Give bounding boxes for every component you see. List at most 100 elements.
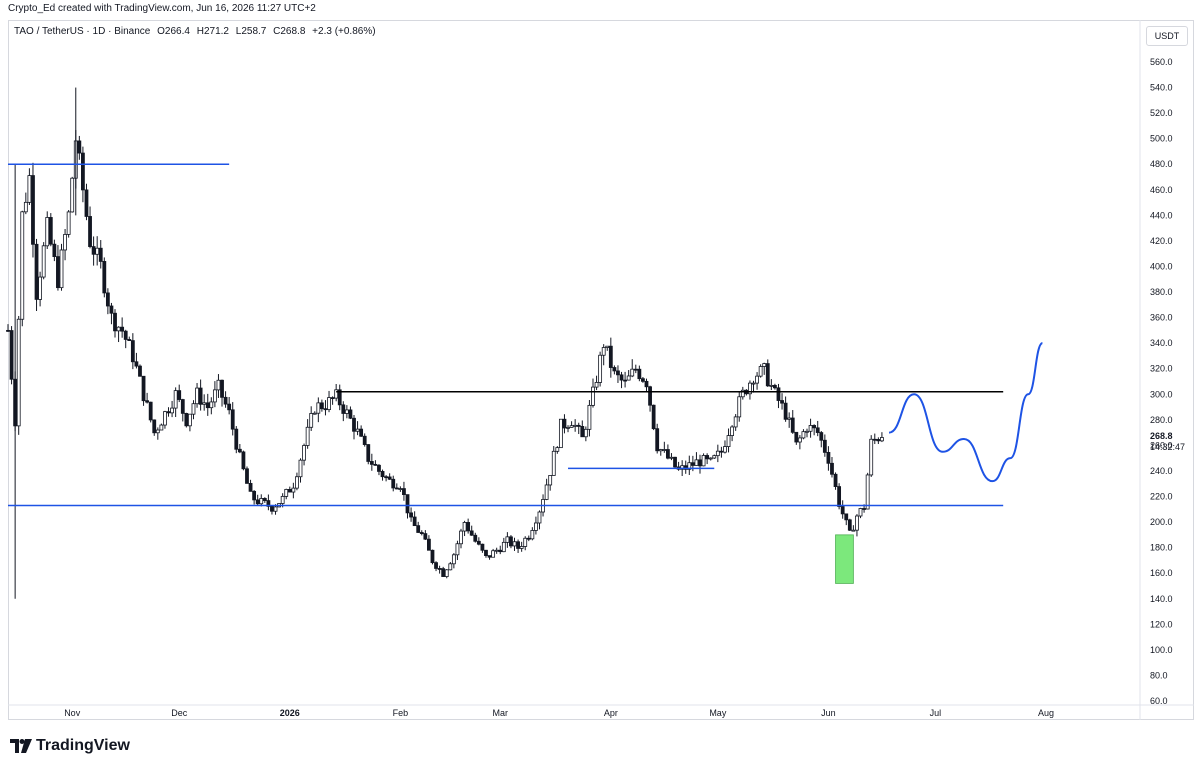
candle <box>270 505 274 515</box>
candle-body-down <box>391 478 396 489</box>
candle <box>665 444 670 460</box>
candle <box>687 455 692 475</box>
ohlc-change: +2.3 (+0.86%) <box>312 26 376 37</box>
candle-body-up <box>880 437 884 442</box>
tradingview-logo[interactable]: TradingView <box>10 737 130 755</box>
candle-body-down <box>719 450 724 453</box>
candle-body-up <box>273 506 278 512</box>
candle-body-down <box>580 426 585 438</box>
candle-body-up <box>116 326 121 332</box>
candle <box>808 418 813 438</box>
time-axis-tick: 2026 <box>280 708 300 718</box>
candle <box>730 425 735 442</box>
symbol-name[interactable]: TAO / TetherUS · 1D · Binance <box>14 26 151 37</box>
brand-name: TradingView <box>36 737 130 754</box>
candle <box>708 457 713 461</box>
candle-body-up <box>558 418 563 449</box>
candle <box>409 507 413 522</box>
price-axis-tick: 440.0 <box>1150 210 1173 220</box>
candle-body-down <box>31 175 35 245</box>
candle <box>451 553 456 569</box>
candle <box>373 460 378 466</box>
time-axis-tick: Mar <box>492 708 508 718</box>
candle <box>56 245 60 291</box>
candle-body-down <box>84 189 89 217</box>
candle-body-down <box>469 530 474 536</box>
price-countdown: 14:32:47 <box>1150 442 1185 452</box>
candlestick-chart[interactable]: 60.0 80.0 100.0 120.0 140.0 160.0 180.0 200.0 22… <box>0 0 1200 730</box>
candle <box>505 532 510 548</box>
candle-body-up <box>587 404 592 430</box>
candle <box>209 397 214 415</box>
candle-body-up <box>159 424 164 431</box>
projection-path[interactable] <box>888 342 1044 483</box>
candle <box>405 494 410 519</box>
candle-body-down <box>405 494 410 514</box>
candle-body-down <box>52 243 57 257</box>
candle <box>309 406 314 431</box>
candle-body-up <box>605 345 610 348</box>
candle-body-up <box>758 366 763 377</box>
candle-body-down <box>812 425 817 429</box>
candle-body-down <box>648 386 652 406</box>
candle-body-up <box>680 465 685 470</box>
candle <box>341 401 346 422</box>
candle-body-down <box>794 431 799 443</box>
highlight-box[interactable] <box>835 534 854 584</box>
candle <box>880 432 884 443</box>
candle-body-down <box>81 152 85 191</box>
candle <box>583 426 588 442</box>
candle-body-up <box>530 530 535 540</box>
candle <box>844 513 849 526</box>
candle <box>81 146 85 203</box>
ohlc-close: C268.8 <box>273 26 306 37</box>
price-axis-tick: 120.0 <box>1150 619 1173 629</box>
candle-body-down <box>148 401 153 421</box>
symbol-info-bar: TAO / TetherUS · 1D · Binance O266.4 H27… <box>14 26 380 37</box>
candle <box>576 422 581 435</box>
candle-body-up <box>630 368 635 377</box>
candle <box>723 440 727 454</box>
price-axis-tick: 260.0 <box>1150 440 1173 450</box>
candle-body-down <box>359 428 364 437</box>
candle-body-down <box>98 247 103 262</box>
candle <box>155 427 160 440</box>
candle <box>113 309 117 338</box>
candle-body-down <box>651 404 656 430</box>
candle <box>683 460 688 474</box>
candle <box>466 518 471 534</box>
candle-body-up <box>755 375 759 384</box>
candle-body-up <box>505 536 510 543</box>
candle-body-down <box>665 449 670 459</box>
candle-body-down <box>623 379 627 382</box>
currency-button[interactable]: USDT <box>1146 26 1188 46</box>
candle-body-down <box>387 476 392 480</box>
candle-body-up <box>534 522 538 531</box>
ohlc-high: H271.2 <box>196 26 229 37</box>
candle <box>826 446 831 471</box>
candle <box>334 384 339 402</box>
candle-body-down <box>644 380 649 388</box>
candle <box>145 392 150 404</box>
candle-body-down <box>783 402 788 420</box>
candle-body-down <box>790 417 795 433</box>
candle-body-up <box>63 234 67 251</box>
candle-body-down <box>516 541 520 549</box>
candle-body-down <box>419 532 424 534</box>
candle-body-down <box>412 516 417 527</box>
candle-body-down <box>409 512 413 518</box>
candle <box>591 378 595 408</box>
candle <box>148 401 153 423</box>
candle-body-up <box>309 413 314 428</box>
candle-body-down <box>780 400 784 404</box>
price-axis-tick: 400.0 <box>1150 261 1173 271</box>
candle-body-down <box>245 468 249 484</box>
candle <box>437 565 442 574</box>
candle <box>427 535 431 551</box>
candle-body-down <box>434 562 438 569</box>
candle <box>598 351 603 387</box>
candle-body-down <box>230 409 235 430</box>
candle-body-up <box>797 437 802 443</box>
candle <box>98 240 103 269</box>
candle <box>719 446 724 458</box>
